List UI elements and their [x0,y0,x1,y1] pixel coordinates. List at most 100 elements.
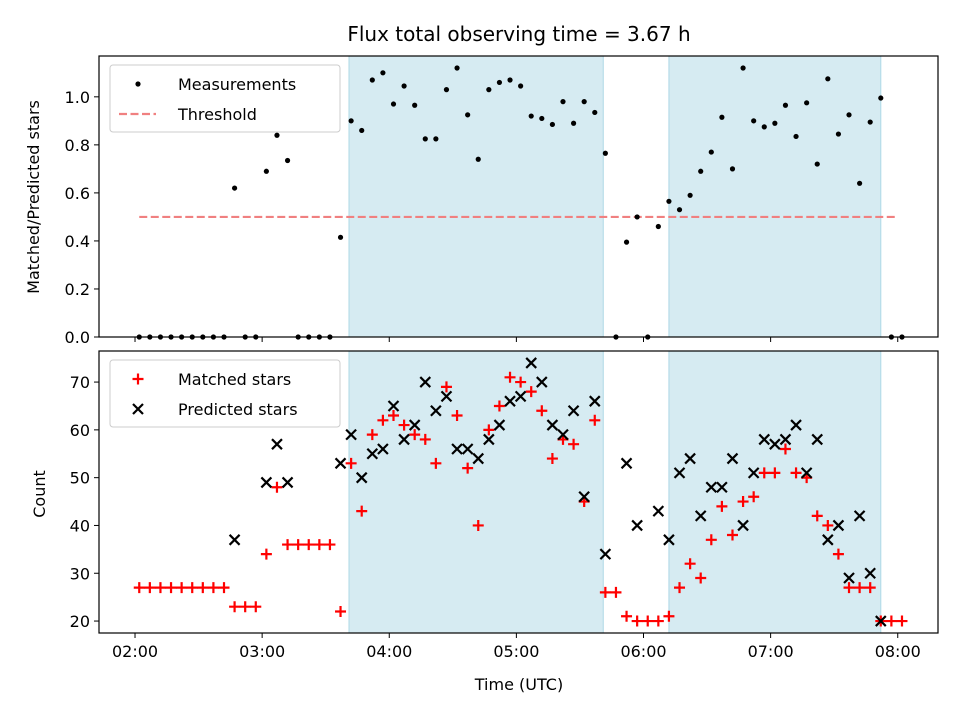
data-point [144,582,156,594]
data-point [483,433,495,446]
data-point [589,414,601,426]
data-point [748,491,760,503]
data-point [800,467,813,479]
data-point [875,615,887,627]
data-point [408,419,421,431]
data-point [716,500,728,512]
data-point [592,109,598,116]
data-point [465,112,471,118]
data-point [676,207,683,213]
x-tick-label: 05:00 [493,642,539,661]
data-point [284,157,291,164]
data-point [387,410,399,422]
data-point [726,452,739,465]
data-point [695,572,707,584]
x-tick-label: 06:00 [620,642,666,661]
data-point [355,471,368,484]
data-point [758,467,770,479]
data-point [430,404,442,417]
shaded-interval [668,350,882,634]
data-point [782,102,789,108]
data-point [454,65,460,71]
data-point [334,457,347,470]
data-point [729,166,736,172]
y-tick-label: 0.6 [65,184,90,203]
data-point [631,615,643,627]
data-point [239,601,251,613]
data-point [568,438,580,450]
data-point [390,101,397,107]
data-point [698,168,704,174]
chart-title: Flux total observing time = 3.67 h [347,22,690,46]
data-point [843,582,855,594]
data-point [401,83,407,89]
legend-label: Measurements [178,75,296,94]
data-point [461,443,474,455]
y-tick-label: 70 [70,373,90,392]
data-point [832,519,845,532]
data-point [687,192,693,198]
data-point [832,548,844,560]
y-tick-label: 0.0 [65,328,90,347]
data-point [528,113,534,119]
data-point [398,419,410,431]
data-point [472,519,484,531]
data-point [475,156,481,162]
data-point [804,100,810,106]
data-point [835,131,842,137]
legend-marker [132,403,144,415]
data-point [292,539,304,551]
data-point [758,433,771,446]
data-point [772,120,778,126]
data-point [398,433,410,446]
data-point [356,505,368,517]
bottom-y-axis-label: Count [30,470,49,518]
data-point [313,539,325,551]
y-tick-label: 0.2 [65,280,90,299]
data-point [207,582,219,594]
data-point [451,443,463,455]
data-point [634,214,640,220]
data-point [504,395,516,407]
data-point [769,467,781,479]
data-point [409,429,421,441]
data-point [197,582,209,594]
data-point [154,582,166,594]
x-axis-label: Time (UTC) [474,675,563,694]
data-point [588,395,601,407]
data-point [229,601,241,613]
data-point [602,150,608,156]
data-point [440,390,453,403]
data-point [186,582,198,594]
data-point [369,77,375,83]
data-point [737,496,749,508]
top-y-axis-label: Matched/Predicted stars [24,100,43,294]
data-point [779,443,791,455]
data-point [443,87,450,93]
data-point [536,376,548,388]
shaded-interval [348,55,604,338]
data-point [867,119,873,125]
data-point [846,112,852,118]
data-point [549,121,555,128]
bottom-panel: 20 30 40 50 60 70 02:00 03:00 04:00 05:00 06:00 07:… [70,350,939,661]
data-point [462,462,474,474]
x-tick-label: 04:00 [366,642,412,661]
data-point [674,582,686,594]
data-point [684,452,696,465]
legend: Matched stars Predicted stars [109,359,341,428]
data-point [896,615,908,627]
data-point [705,534,717,546]
data-point [228,534,241,546]
data-point [581,99,587,105]
data-point [419,433,431,445]
data-point [515,376,527,388]
data-point [483,424,495,436]
y-tick-label: 50 [70,469,90,488]
data-point [493,419,506,431]
data-point [337,234,344,240]
y-tick-label: 1.0 [65,88,90,107]
legend-box [109,64,341,133]
data-point [825,76,831,82]
